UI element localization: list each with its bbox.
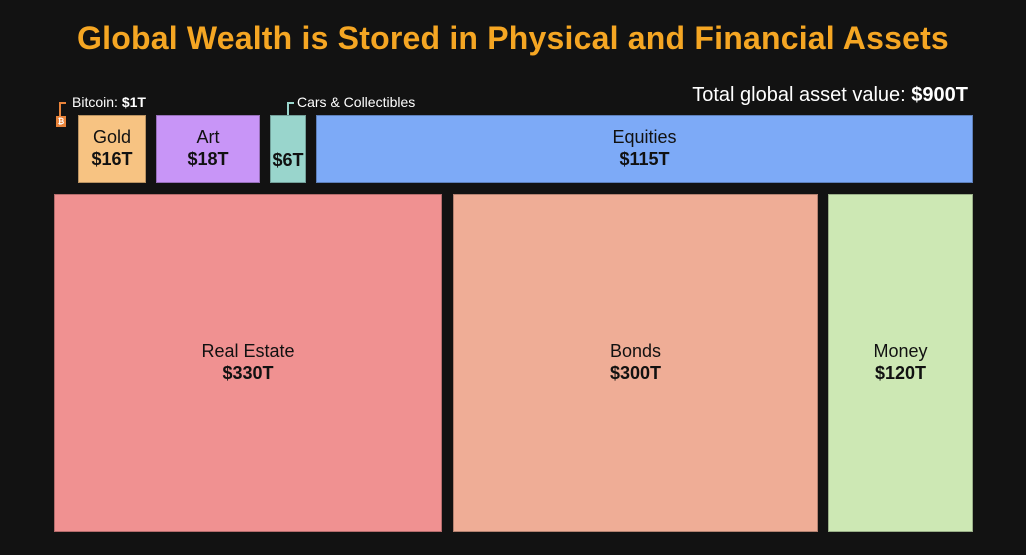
tile-value: $16T: [91, 149, 133, 169]
tile-label: Equities: [612, 127, 677, 148]
tile-label: Gold: [92, 127, 132, 148]
tile-money: Money $120T: [828, 194, 973, 532]
tile-label: Money: [873, 341, 928, 362]
tile-value: $120T: [874, 363, 927, 383]
total-asset-value: Total global asset value: $900T: [692, 84, 968, 107]
tile-art: Art $18T: [156, 115, 260, 183]
tile-cars-collectibles: $6T: [270, 115, 306, 183]
total-value: $900T: [911, 84, 968, 106]
bitcoin-callout: Bitcoin: $1T: [72, 94, 146, 110]
tile-value: $6T: [272, 150, 304, 171]
cars-callout-bracket: [287, 102, 294, 115]
total-label: Total global asset value:: [692, 84, 906, 106]
tile-real-estate: Real Estate $330T: [54, 194, 442, 532]
tile-value: $18T: [187, 149, 229, 169]
bitcoin-callout-bracket: [59, 102, 66, 116]
tile-bitcoin: ₿: [56, 116, 66, 127]
tile-equities: Equities $115T: [316, 115, 973, 183]
tile-label: Bonds: [609, 341, 662, 362]
tile-label: Art: [196, 127, 220, 148]
cars-callout: Cars & Collectibles: [297, 94, 415, 110]
chart-title: Global Wealth is Stored in Physical and …: [77, 20, 949, 56]
tile-gold: Gold $16T: [78, 115, 146, 183]
bitcoin-callout-value: $1T: [121, 94, 146, 110]
tile-value: $300T: [609, 363, 662, 383]
tile-value: $115T: [619, 149, 670, 169]
cars-callout-label: Cars & Collectibles: [297, 94, 416, 110]
tile-label: Real Estate: [201, 341, 295, 362]
tile-bonds: Bonds $300T: [453, 194, 818, 532]
bitcoin-icon: ₿: [57, 117, 65, 126]
tile-value: $330T: [222, 363, 274, 383]
bitcoin-callout-name: Bitcoin:: [72, 94, 118, 110]
